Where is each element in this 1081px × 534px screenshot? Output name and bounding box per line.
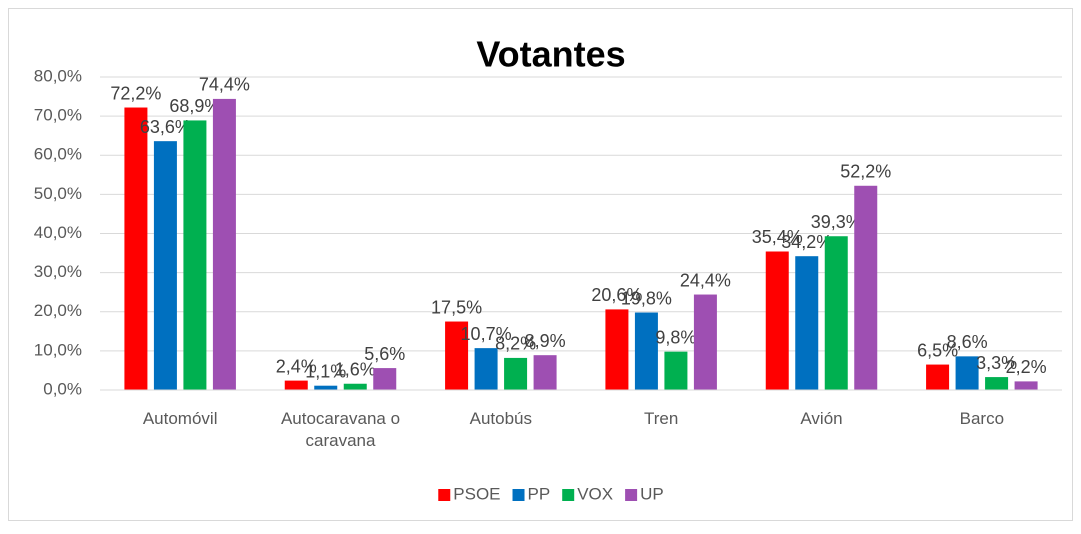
data-label: 1,1% [305, 361, 346, 381]
x-tick-label: Autocaravana o caravana [280, 409, 401, 450]
x-tick-label: Automóvil [142, 409, 218, 428]
legend-label: VOX [577, 484, 613, 503]
bar [693, 294, 717, 390]
bar [795, 256, 819, 390]
legend: PSOE PP VOX UP [438, 484, 664, 503]
bar [153, 141, 177, 390]
y-tick-label: 70,0% [34, 106, 82, 125]
x-tick-label-box: Autocaravana o caravana [280, 409, 401, 450]
bar [504, 357, 528, 390]
bar [314, 385, 338, 390]
bar [955, 356, 979, 390]
legend-label: PP [528, 484, 551, 503]
bar [124, 107, 148, 390]
data-label: 2,4% [276, 356, 317, 376]
data-label: 68,9% [169, 96, 220, 116]
x-tick-label-box: Autobús [469, 409, 533, 428]
bar [765, 251, 789, 390]
data-label: 34,2% [781, 232, 832, 252]
bar [926, 364, 950, 390]
data-label: 63,6% [140, 117, 191, 137]
y-tick-label: 40,0% [34, 223, 82, 242]
data-label: 35,4% [752, 227, 803, 247]
legend-swatch [562, 489, 575, 501]
y-tick-label: 0,0% [43, 379, 82, 398]
bar [445, 321, 469, 390]
bar [212, 98, 236, 390]
data-label: 10,7% [461, 324, 512, 344]
legend-swatch [625, 489, 638, 501]
legend-label: UP [640, 484, 664, 503]
bar [664, 351, 688, 390]
bar [854, 185, 878, 390]
legend-label: PSOE [453, 484, 500, 503]
bar [605, 309, 629, 390]
data-label: 17,5% [431, 297, 482, 317]
data-label: 5,6% [364, 344, 405, 364]
x-tick-label-box: Tren [643, 409, 679, 428]
bar [533, 355, 557, 390]
data-label: 8,2% [495, 334, 536, 354]
data-label: 20,6% [591, 285, 642, 305]
bar [373, 368, 397, 390]
bar [824, 236, 848, 390]
x-tick-label-box: Automóvil [142, 409, 218, 428]
data-label: 39,3% [811, 212, 862, 232]
x-tick-label: Autobús [469, 409, 533, 428]
x-tick-label-box: Avión [800, 409, 843, 428]
x-tick-label: Tren [643, 409, 679, 428]
y-tick-label: 20,0% [34, 301, 82, 320]
bar [634, 312, 658, 390]
data-label: 8,6% [947, 332, 988, 352]
data-label: 72,2% [110, 83, 161, 103]
y-tick-label: 10,0% [34, 340, 82, 359]
bar [985, 377, 1009, 390]
legend-swatch [512, 489, 525, 501]
data-label: 2,2% [1006, 357, 1047, 377]
bar [1014, 381, 1038, 390]
data-label: 9,8% [655, 327, 696, 347]
data-label: 1,6% [335, 359, 376, 379]
y-tick-label: 80,0% [34, 66, 82, 85]
y-tick-label: 60,0% [34, 145, 82, 164]
x-tick-label: Avión [800, 409, 843, 428]
bar [284, 380, 308, 390]
bar [183, 120, 207, 391]
data-label: 6,5% [917, 340, 958, 360]
x-tick-label: Barco [959, 409, 1005, 428]
x-tick-label-box: Barco [959, 409, 1005, 428]
data-label: 52,2% [840, 162, 891, 182]
data-label: 19,8% [621, 288, 672, 308]
chart-title: Votantes [476, 34, 625, 75]
y-tick-label: 50,0% [34, 184, 82, 203]
bar [474, 348, 498, 390]
data-label: 24,4% [680, 270, 731, 290]
data-label: 3,3% [976, 353, 1017, 373]
legend-swatch [438, 489, 451, 501]
data-label: 74,4% [199, 75, 250, 95]
bar [343, 383, 367, 390]
y-tick-label: 30,0% [34, 262, 82, 281]
data-label: 8,9% [525, 331, 566, 351]
